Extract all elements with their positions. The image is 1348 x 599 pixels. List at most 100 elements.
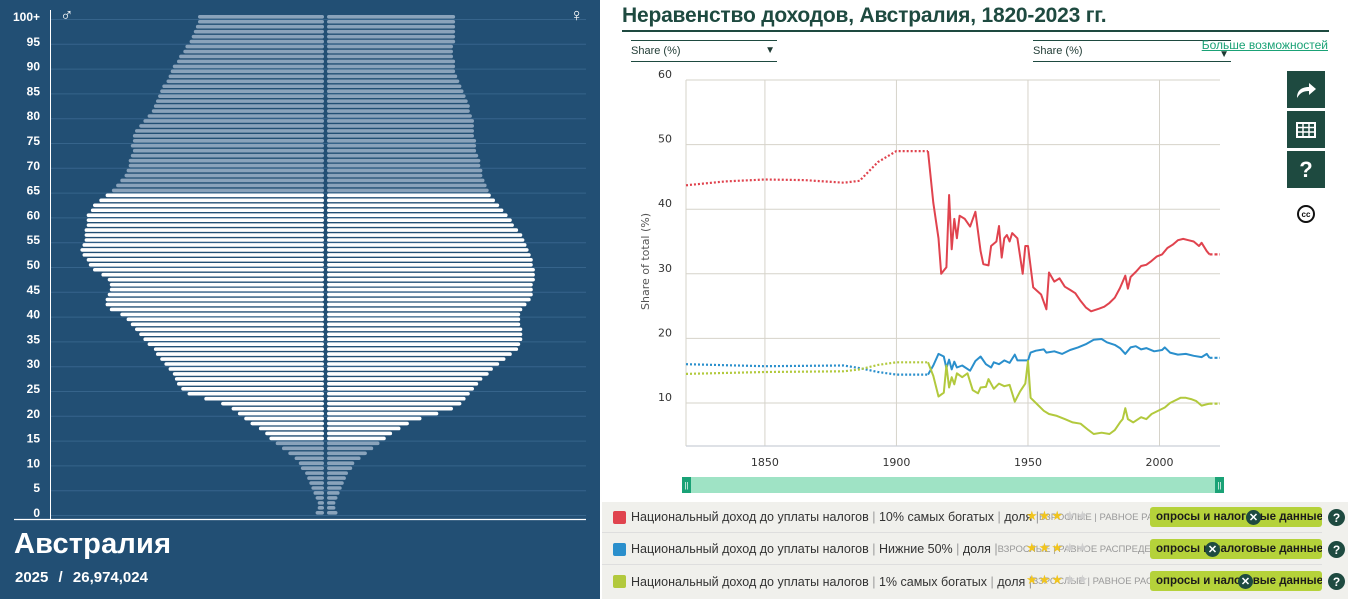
- male-age-bar: [294, 456, 324, 461]
- age-label: 50: [27, 258, 41, 272]
- male-age-bar: [195, 24, 324, 29]
- male-age-bar: [107, 277, 324, 282]
- female-age-bar: [327, 391, 470, 396]
- x-tick-label: 1900: [882, 456, 910, 469]
- female-age-bar: [327, 74, 458, 79]
- female-age-bar: [327, 347, 519, 351]
- male-age-bar: [109, 287, 324, 292]
- female-age-bar: [327, 218, 512, 222]
- age-label: 35: [27, 332, 41, 346]
- male-age-bar: [109, 282, 324, 287]
- source-tag[interactable]: опросы и налоговые данные: [1150, 571, 1322, 591]
- male-age-bar: [139, 124, 324, 128]
- female-age-bar: [327, 272, 535, 277]
- star-icon: ★: [1026, 540, 1038, 555]
- remove-series-icon[interactable]: ✕: [1238, 574, 1253, 589]
- series-help-icon[interactable]: ?: [1328, 509, 1345, 526]
- source-tag[interactable]: опросы и налоговые данные: [1150, 507, 1322, 527]
- female-age-bar: [327, 39, 456, 44]
- female-age-bar: [327, 357, 506, 361]
- female-age-bar: [327, 506, 336, 510]
- age-label: 55: [27, 233, 41, 247]
- more-options-link[interactable]: Больше возможностей: [1201, 38, 1328, 52]
- age-label: 25: [27, 382, 41, 396]
- source-tag[interactable]: опросы и налоговые данные: [1150, 539, 1322, 559]
- age-label: 45: [27, 283, 41, 297]
- male-age-bar: [111, 188, 325, 193]
- star-icon: ★: [1026, 572, 1038, 587]
- interpolated-segment: [685, 361, 928, 375]
- male-age-bar: [315, 511, 324, 515]
- male-age-bar: [116, 183, 324, 188]
- left-axis-selector[interactable]: Share (%) ▼: [631, 40, 777, 62]
- female-age-bar: [327, 406, 453, 411]
- female-age-bar: [327, 148, 477, 153]
- series-line[interactable]: [685, 360, 1220, 435]
- quality-rating: ★ ★ ★ ★ ★: [1026, 540, 1088, 556]
- y-tick-label: 20: [658, 326, 672, 339]
- female-age-bar: [327, 258, 533, 262]
- male-icon: ♂: [60, 5, 74, 25]
- share-button[interactable]: [1287, 71, 1325, 108]
- female-age-bar: [327, 99, 468, 103]
- male-age-bar: [158, 94, 324, 98]
- x-tick-label: 1950: [1014, 456, 1042, 469]
- female-age-bar: [327, 466, 353, 470]
- male-age-bar: [80, 248, 325, 252]
- series-color-swatch: [613, 510, 626, 524]
- male-age-bar: [84, 228, 324, 232]
- male-age-bar: [153, 104, 324, 108]
- series-line[interactable]: [685, 338, 1220, 376]
- time-range-slider[interactable]: || ||: [682, 477, 1224, 493]
- male-age-bar: [300, 466, 324, 470]
- series-legend: Национальный доход до уплаты налогов | 1…: [602, 502, 1348, 599]
- female-age-bar: [327, 511, 338, 515]
- female-age-bar: [327, 104, 470, 108]
- series-help-icon[interactable]: ?: [1328, 573, 1345, 590]
- male-age-bar: [183, 49, 324, 54]
- legend-row[interactable]: Национальный доход до уплаты налогов | Н…: [602, 534, 1345, 565]
- y-tick-label: 60: [658, 68, 672, 81]
- remove-series-icon[interactable]: ✕: [1246, 510, 1261, 525]
- star-icon: ★: [1051, 508, 1063, 523]
- male-age-bar: [250, 421, 324, 426]
- female-age-bar: [327, 267, 535, 272]
- male-age-bar: [181, 387, 324, 391]
- female-age-bar: [327, 84, 462, 89]
- legend-row[interactable]: Национальный доход до уплаты налогов | 1…: [602, 566, 1345, 597]
- age-label: 0: [33, 506, 40, 520]
- male-age-bar: [143, 119, 324, 123]
- right-axis-selector[interactable]: Share (%) ▼: [1033, 40, 1231, 62]
- male-age-bar: [132, 134, 324, 138]
- male-age-bar: [82, 243, 324, 247]
- remove-series-icon[interactable]: ✕: [1205, 542, 1220, 557]
- creative-commons-icon[interactable]: cc: [1297, 205, 1315, 223]
- chevron-down-icon: ▼: [1219, 49, 1229, 60]
- female-age-bar: [327, 49, 453, 54]
- female-age-bar: [327, 79, 460, 84]
- female-age-bar: [327, 312, 521, 317]
- male-age-bar: [86, 213, 324, 217]
- quality-rating: ★ ★ ★ ★ ★: [1026, 572, 1088, 588]
- series-help-icon[interactable]: ?: [1328, 541, 1345, 558]
- male-age-bar: [147, 114, 324, 118]
- series-line[interactable]: [685, 150, 1220, 313]
- male-age-bar: [88, 263, 324, 267]
- male-age-bar: [86, 223, 324, 227]
- female-age-bar: [327, 129, 474, 133]
- table-icon: [1296, 121, 1316, 138]
- female-age-bar: [327, 382, 479, 386]
- male-age-bar: [128, 163, 324, 168]
- table-button[interactable]: [1287, 111, 1325, 148]
- population-pyramid-panel: 100+ 95 90 85 80 75 70 65 60 55 50 45 40 35 30 25 20 15 10…: [0, 0, 600, 599]
- male-age-bar: [317, 501, 324, 505]
- male-age-bar: [135, 327, 324, 332]
- male-age-bar: [101, 272, 325, 277]
- female-age-bar: [327, 277, 535, 282]
- slider-start-handle[interactable]: ||: [682, 477, 691, 493]
- slider-end-handle[interactable]: ||: [1215, 477, 1224, 493]
- female-age-bar: [327, 163, 481, 168]
- y-tick-label: 30: [658, 262, 672, 275]
- legend-row[interactable]: Национальный доход до уплаты налогов | 1…: [602, 502, 1345, 533]
- help-button[interactable]: ?: [1287, 151, 1325, 188]
